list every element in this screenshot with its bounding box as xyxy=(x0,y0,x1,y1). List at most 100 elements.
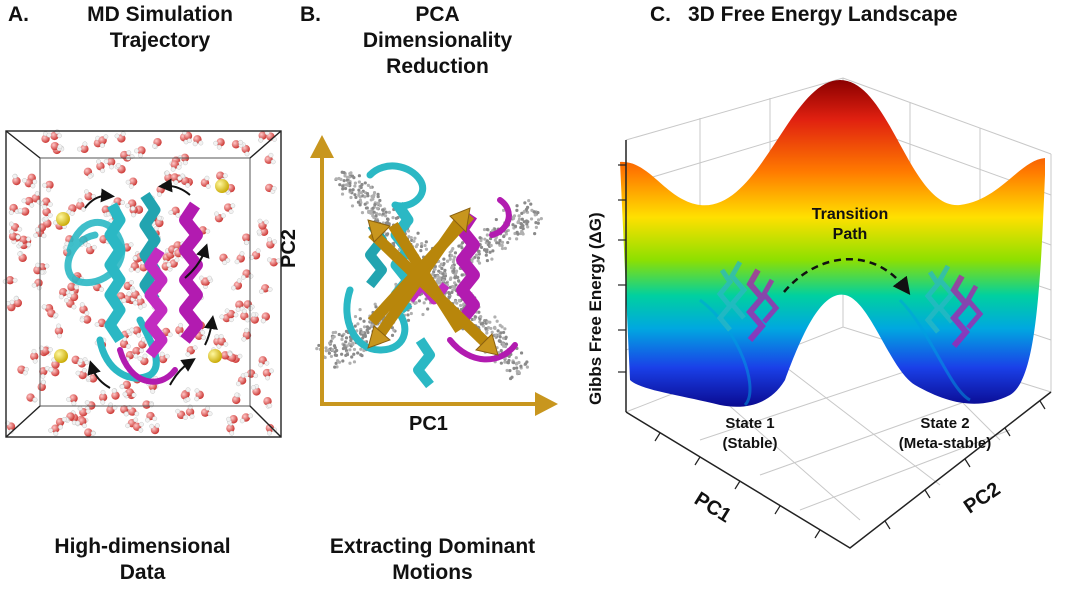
pca-point xyxy=(324,349,328,353)
pca-point xyxy=(358,308,362,312)
panel-c-title: 3D Free Energy Landscape xyxy=(688,3,958,26)
water-molecule xyxy=(200,175,211,189)
water-molecule xyxy=(258,131,267,143)
pca-point xyxy=(409,311,413,316)
pca-point xyxy=(496,329,500,333)
water-molecule xyxy=(249,248,261,261)
pca-point xyxy=(406,313,410,317)
pca-point xyxy=(348,181,352,185)
pca-point xyxy=(441,279,446,283)
pca-point xyxy=(422,301,426,305)
pca-point xyxy=(450,249,454,253)
water-molecule xyxy=(156,182,166,197)
water-molecule xyxy=(130,287,142,300)
pca-point xyxy=(417,299,422,303)
pca-point xyxy=(365,206,369,210)
pca-point xyxy=(371,206,375,210)
pca-point xyxy=(343,174,347,178)
pca-point xyxy=(451,284,455,289)
cyan-helix-a2 xyxy=(139,191,161,304)
panel-a-simulation-box xyxy=(2,129,282,438)
pca-point xyxy=(409,235,413,240)
panel-b-letter: B. xyxy=(300,3,321,26)
pca-point xyxy=(451,260,456,264)
pca-point xyxy=(499,361,503,365)
pca-point xyxy=(433,267,437,271)
pca-point xyxy=(490,257,494,261)
water-molecule xyxy=(85,374,98,383)
water-molecule xyxy=(17,207,30,216)
principal-arrowheads xyxy=(367,207,499,356)
pca-point xyxy=(348,348,352,352)
pca-point xyxy=(358,317,362,321)
pca-point xyxy=(378,198,382,203)
pca-point xyxy=(495,241,499,245)
pca-point xyxy=(523,201,527,205)
pca-point xyxy=(477,249,481,253)
water-molecule xyxy=(201,275,214,286)
transition-path-label-line2: Path xyxy=(832,226,868,243)
pca-point xyxy=(536,221,540,225)
panel-b-caption-line2: Motions xyxy=(392,561,473,584)
pca-point xyxy=(373,302,377,306)
pca-point xyxy=(485,227,490,232)
water-molecule xyxy=(158,351,170,364)
water-molecule xyxy=(234,251,245,265)
water-molecule xyxy=(125,177,138,189)
pca-point xyxy=(490,330,494,334)
water-molecule xyxy=(142,400,154,409)
pca-point xyxy=(356,351,360,355)
pca-point xyxy=(394,282,398,286)
pca-point xyxy=(520,217,524,221)
water-molecule xyxy=(132,421,144,433)
water-molecule xyxy=(50,141,63,152)
pca-point xyxy=(436,281,440,285)
water-molecule xyxy=(8,221,23,232)
water-molecule xyxy=(83,167,95,179)
water-molecule xyxy=(263,397,273,409)
pca-point xyxy=(485,331,489,335)
pca-point xyxy=(363,181,367,185)
pca-point xyxy=(521,227,525,231)
pca-point xyxy=(451,288,455,292)
pca-point xyxy=(414,301,418,305)
state-2-label-line1: State 2 xyxy=(920,415,970,432)
ion-sphere xyxy=(56,212,70,226)
pca-point xyxy=(445,259,450,263)
pca-point xyxy=(324,346,328,350)
water-molecule xyxy=(194,330,207,341)
pca-point xyxy=(491,249,495,253)
pca-point xyxy=(489,326,493,331)
water-molecule xyxy=(217,333,229,347)
pca-point xyxy=(357,174,361,178)
water-molecule xyxy=(21,196,35,208)
water-molecule xyxy=(136,297,147,310)
pca-point xyxy=(352,352,356,356)
pca-point xyxy=(362,348,366,353)
water-molecule xyxy=(114,162,126,174)
pca-point xyxy=(381,208,385,212)
pca-point xyxy=(483,237,487,241)
pca-point xyxy=(412,239,416,243)
water-molecule xyxy=(224,308,239,319)
pca-point xyxy=(500,243,504,248)
water-molecule xyxy=(37,379,46,392)
pca-point xyxy=(523,362,528,366)
pca-point xyxy=(359,347,363,351)
pca-point xyxy=(458,303,463,308)
pca-point xyxy=(473,255,477,259)
pca-point xyxy=(415,243,419,247)
pca-point xyxy=(477,261,482,265)
pca-point xyxy=(525,222,529,226)
pca-point xyxy=(421,312,425,317)
pca-point xyxy=(447,295,451,299)
pca-point xyxy=(478,236,482,240)
water-molecule xyxy=(125,199,137,211)
water-molecule xyxy=(66,204,77,216)
panel-b-pca-plot xyxy=(310,135,558,416)
pca-point xyxy=(433,274,437,278)
water-molecule xyxy=(79,315,92,324)
water-molecule xyxy=(111,388,120,400)
pca-point xyxy=(350,355,354,359)
water-molecule xyxy=(240,142,250,157)
